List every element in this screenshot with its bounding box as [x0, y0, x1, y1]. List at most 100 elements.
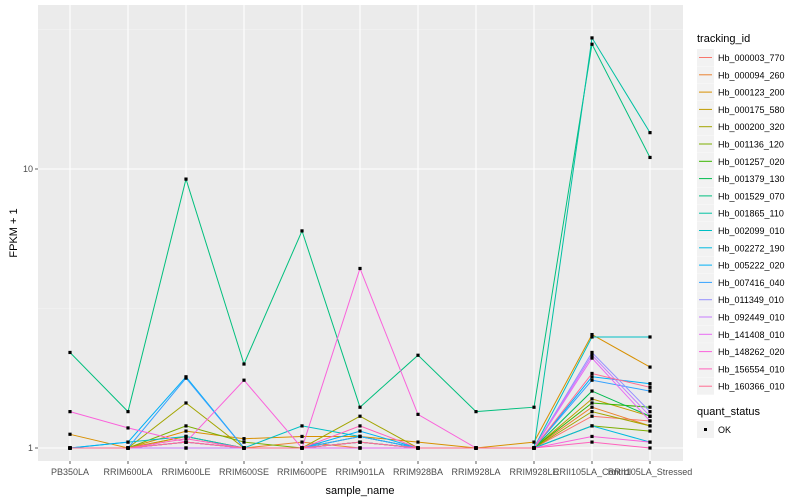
y-tick-label: 10 — [23, 164, 33, 174]
x-tick-label: RRIM600LA — [103, 467, 152, 477]
data-point — [648, 365, 652, 369]
data-point — [300, 434, 304, 439]
legend-label: Hb_160366_010 — [718, 382, 785, 392]
data-point — [242, 437, 246, 441]
data-point — [358, 440, 362, 444]
data-point — [590, 353, 594, 357]
data-point — [68, 446, 72, 450]
data-point — [590, 397, 594, 401]
legend-shape-label: OK — [718, 425, 731, 435]
legend-label: Hb_001257_020 — [718, 157, 785, 167]
legend-label: Hb_002272_190 — [718, 243, 785, 253]
data-point — [242, 440, 246, 444]
data-point — [648, 414, 652, 418]
legend-shape-title: quant_status — [697, 406, 760, 418]
x-tick-label: RRII105LA_Control — [553, 467, 631, 477]
data-point — [648, 405, 652, 409]
data-point — [184, 440, 188, 444]
legend-label: Hb_141408_010 — [718, 330, 785, 340]
legend-label: Hb_000003_770 — [718, 53, 785, 63]
data-point — [126, 426, 130, 430]
data-point — [532, 440, 536, 444]
data-point — [358, 434, 362, 439]
x-tick-label: RRIM600PE — [277, 467, 327, 477]
data-point — [184, 437, 188, 441]
data-point — [648, 446, 652, 450]
data-point — [590, 375, 594, 379]
data-point — [126, 410, 130, 414]
data-point — [126, 440, 130, 444]
data-point — [590, 335, 594, 339]
y-tick-label: 1 — [28, 443, 33, 453]
data-point — [68, 350, 72, 355]
data-point — [648, 389, 652, 393]
data-point — [416, 446, 420, 450]
data-point — [532, 446, 536, 450]
data-point — [184, 434, 188, 439]
data-point — [184, 446, 188, 450]
x-axis-title: sample_name — [325, 485, 394, 497]
data-point — [590, 414, 594, 418]
data-point — [648, 424, 652, 428]
legend-label: Hb_001529_070 — [718, 191, 785, 201]
data-point — [242, 446, 246, 450]
data-point — [590, 405, 594, 409]
data-point — [590, 356, 594, 360]
data-point — [590, 36, 594, 40]
x-axis: PB350LA RRIM600LA RRIM600LE RRIM600SE RRIM60… — [51, 461, 692, 477]
data-point — [416, 412, 420, 416]
data-point — [300, 446, 304, 450]
data-point — [242, 378, 246, 382]
data-point — [184, 376, 188, 380]
data-point — [474, 410, 478, 414]
legend-label: Hb_007416_040 — [718, 278, 785, 288]
data-point — [590, 440, 594, 444]
data-point — [358, 414, 362, 418]
data-point — [590, 371, 594, 376]
data-point — [358, 424, 362, 428]
legend-label: Hb_148262_020 — [718, 347, 785, 357]
legend-label: Hb_000123_200 — [718, 88, 785, 98]
legend-label: Hb_001136_120 — [718, 140, 784, 150]
legend-label: Hb_001379_130 — [718, 174, 785, 184]
legend-label: Hb_000094_260 — [718, 70, 785, 80]
data-point — [416, 353, 420, 357]
x-tick-label: RRIM600SE — [219, 467, 269, 477]
data-point — [648, 440, 652, 444]
data-point — [300, 229, 304, 233]
legend-label: Hb_011349_010 — [718, 295, 784, 305]
legend-label: Hb_000200_320 — [718, 122, 785, 132]
legend-title: tracking_id — [697, 33, 750, 45]
data-point — [648, 419, 652, 423]
data-point — [590, 410, 594, 414]
legend-shape-marker — [704, 428, 707, 431]
data-point — [184, 429, 188, 433]
data-point — [126, 446, 130, 450]
legend: tracking_id Hb_000003_770 Hb_000094_260 Hb… — [697, 33, 785, 438]
data-point — [184, 177, 188, 181]
x-tick-label: PB350LA — [51, 467, 89, 477]
x-tick-label: RRIM928LE — [509, 467, 558, 477]
x-tick-label: RRIM928BA — [393, 467, 443, 477]
data-point — [648, 335, 652, 339]
data-point — [590, 350, 594, 355]
data-point — [184, 401, 188, 405]
data-point — [416, 440, 420, 444]
data-point — [590, 42, 594, 46]
data-point — [590, 389, 594, 393]
data-point — [68, 410, 72, 414]
legend-label: Hb_156554_010 — [718, 364, 785, 374]
data-point — [590, 434, 594, 439]
x-tick-label: RRIM928LA — [451, 467, 500, 477]
data-point — [242, 362, 246, 366]
data-point — [300, 424, 304, 428]
legend-label: Hb_002099_010 — [718, 226, 785, 236]
y-axis: 1 10 — [23, 164, 38, 453]
y-axis-title: FPKM + 1 — [8, 208, 20, 257]
data-point — [648, 131, 652, 135]
data-point — [300, 440, 304, 444]
x-tick-label: RRIM901LA — [335, 467, 384, 477]
data-point — [358, 446, 362, 450]
data-point — [590, 424, 594, 428]
